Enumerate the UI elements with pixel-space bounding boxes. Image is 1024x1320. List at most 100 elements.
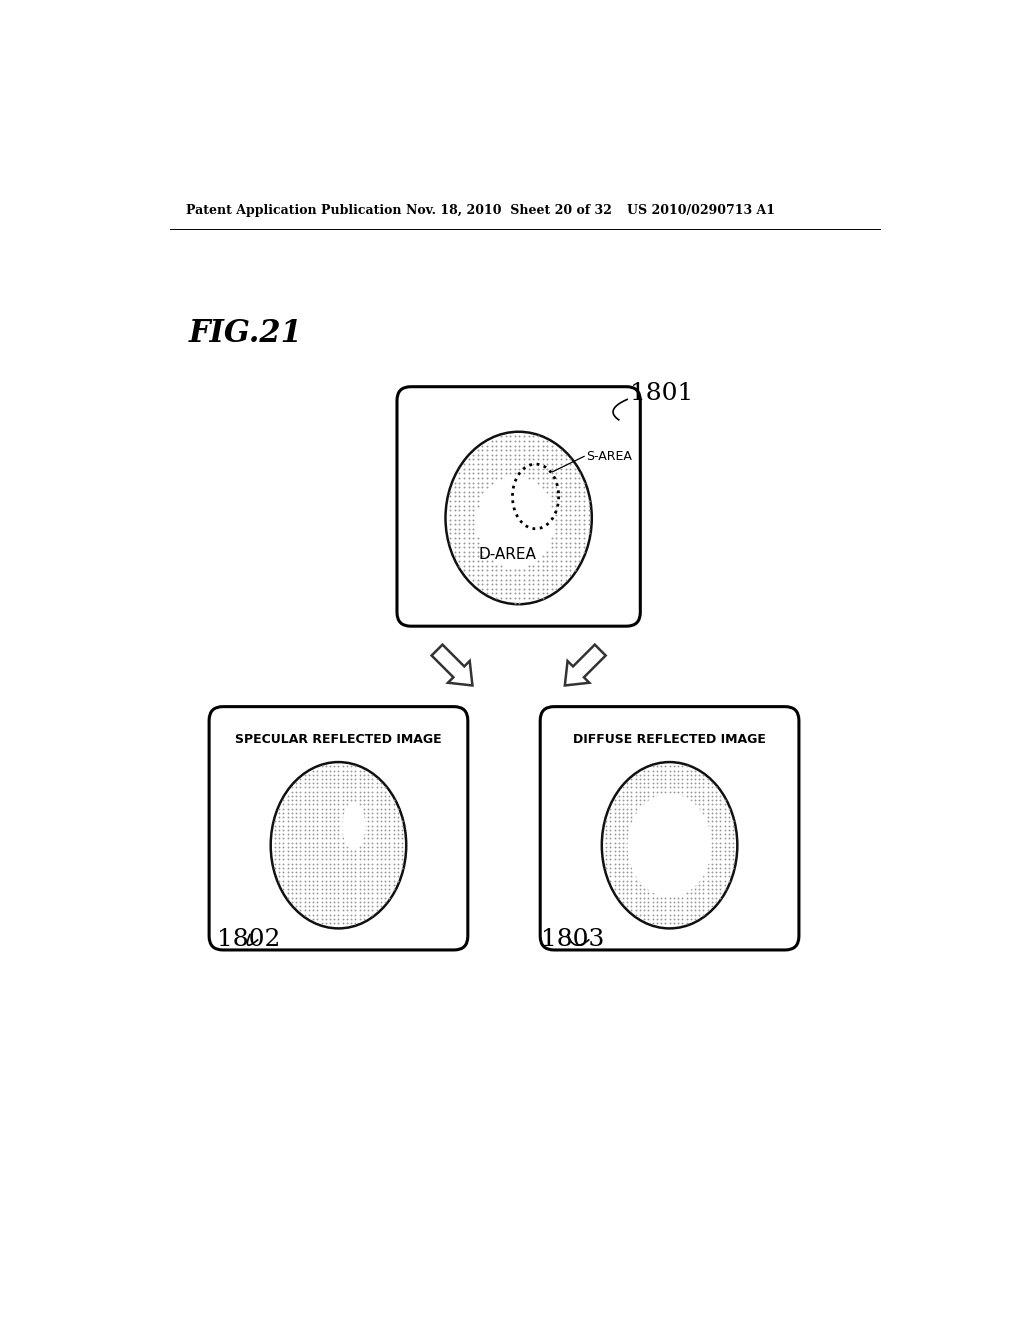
Point [553, 565, 569, 586]
Point [359, 841, 376, 862]
Point [498, 458, 514, 479]
Point [465, 519, 481, 540]
Point [687, 777, 703, 799]
Point [275, 845, 292, 866]
Point [657, 768, 674, 789]
Point [280, 837, 296, 858]
Point [335, 858, 351, 879]
Point [691, 772, 708, 793]
Point [381, 879, 397, 900]
Point [355, 900, 372, 921]
Point [351, 845, 368, 866]
Point [446, 491, 463, 512]
Point [301, 799, 317, 820]
Point [296, 828, 312, 849]
Point [703, 772, 720, 793]
Point [446, 537, 463, 558]
Point [373, 810, 389, 832]
Point [562, 500, 579, 521]
Point [355, 862, 372, 883]
Point [620, 858, 636, 879]
Point [539, 550, 555, 572]
Point [502, 565, 518, 586]
Point [335, 793, 351, 814]
Point [610, 841, 627, 862]
Point [305, 858, 322, 879]
Point [355, 814, 372, 836]
Point [581, 510, 597, 531]
Point [657, 904, 674, 925]
Point [317, 772, 334, 793]
Point [309, 807, 326, 828]
Point [699, 768, 716, 789]
Point [548, 473, 564, 494]
Point [326, 785, 342, 807]
Point [620, 785, 636, 807]
Point [620, 777, 636, 799]
Point [699, 853, 716, 874]
Point [461, 463, 477, 484]
Point [598, 845, 614, 866]
Point [322, 837, 338, 858]
Point [369, 887, 385, 908]
Point [571, 467, 588, 488]
Point [644, 772, 660, 793]
Point [553, 560, 569, 581]
Point [666, 891, 682, 912]
Point [614, 828, 631, 849]
Point [351, 891, 368, 912]
Point [343, 879, 359, 900]
Point [355, 828, 372, 849]
Point [553, 523, 569, 544]
Point [725, 824, 741, 845]
Point [347, 845, 364, 866]
Point [301, 879, 317, 900]
Point [465, 449, 481, 470]
Point [575, 528, 592, 549]
Point [479, 436, 496, 457]
Point [717, 866, 733, 887]
Point [331, 870, 347, 891]
Point [284, 853, 300, 874]
Point [662, 887, 678, 908]
Point [296, 879, 312, 900]
Point [284, 874, 300, 895]
Point [699, 772, 716, 793]
Point [446, 546, 463, 568]
Point [566, 495, 583, 516]
Point [474, 541, 490, 562]
Point [331, 883, 347, 904]
Point [288, 799, 304, 820]
Point [483, 574, 500, 595]
Point [498, 463, 514, 484]
Point [581, 523, 597, 544]
Point [305, 853, 322, 874]
Point [381, 853, 397, 874]
Point [493, 565, 509, 586]
Point [313, 904, 330, 925]
Point [666, 756, 682, 777]
Point [377, 832, 393, 853]
Point [355, 799, 372, 820]
Point [614, 793, 631, 814]
Point [678, 760, 694, 781]
Point [385, 879, 401, 900]
Point [566, 513, 583, 535]
Point [539, 578, 555, 599]
Point [355, 768, 372, 789]
Point [571, 519, 588, 540]
Point [335, 887, 351, 908]
Point [562, 463, 579, 484]
Point [322, 756, 338, 777]
Point [636, 895, 652, 916]
Point [301, 803, 317, 824]
Point [351, 900, 368, 921]
Point [674, 768, 690, 789]
Point [544, 565, 560, 586]
Point [373, 828, 389, 849]
Point [632, 793, 648, 814]
Point [529, 556, 546, 577]
Point [322, 908, 338, 929]
Point [309, 887, 326, 908]
Point [280, 799, 296, 820]
